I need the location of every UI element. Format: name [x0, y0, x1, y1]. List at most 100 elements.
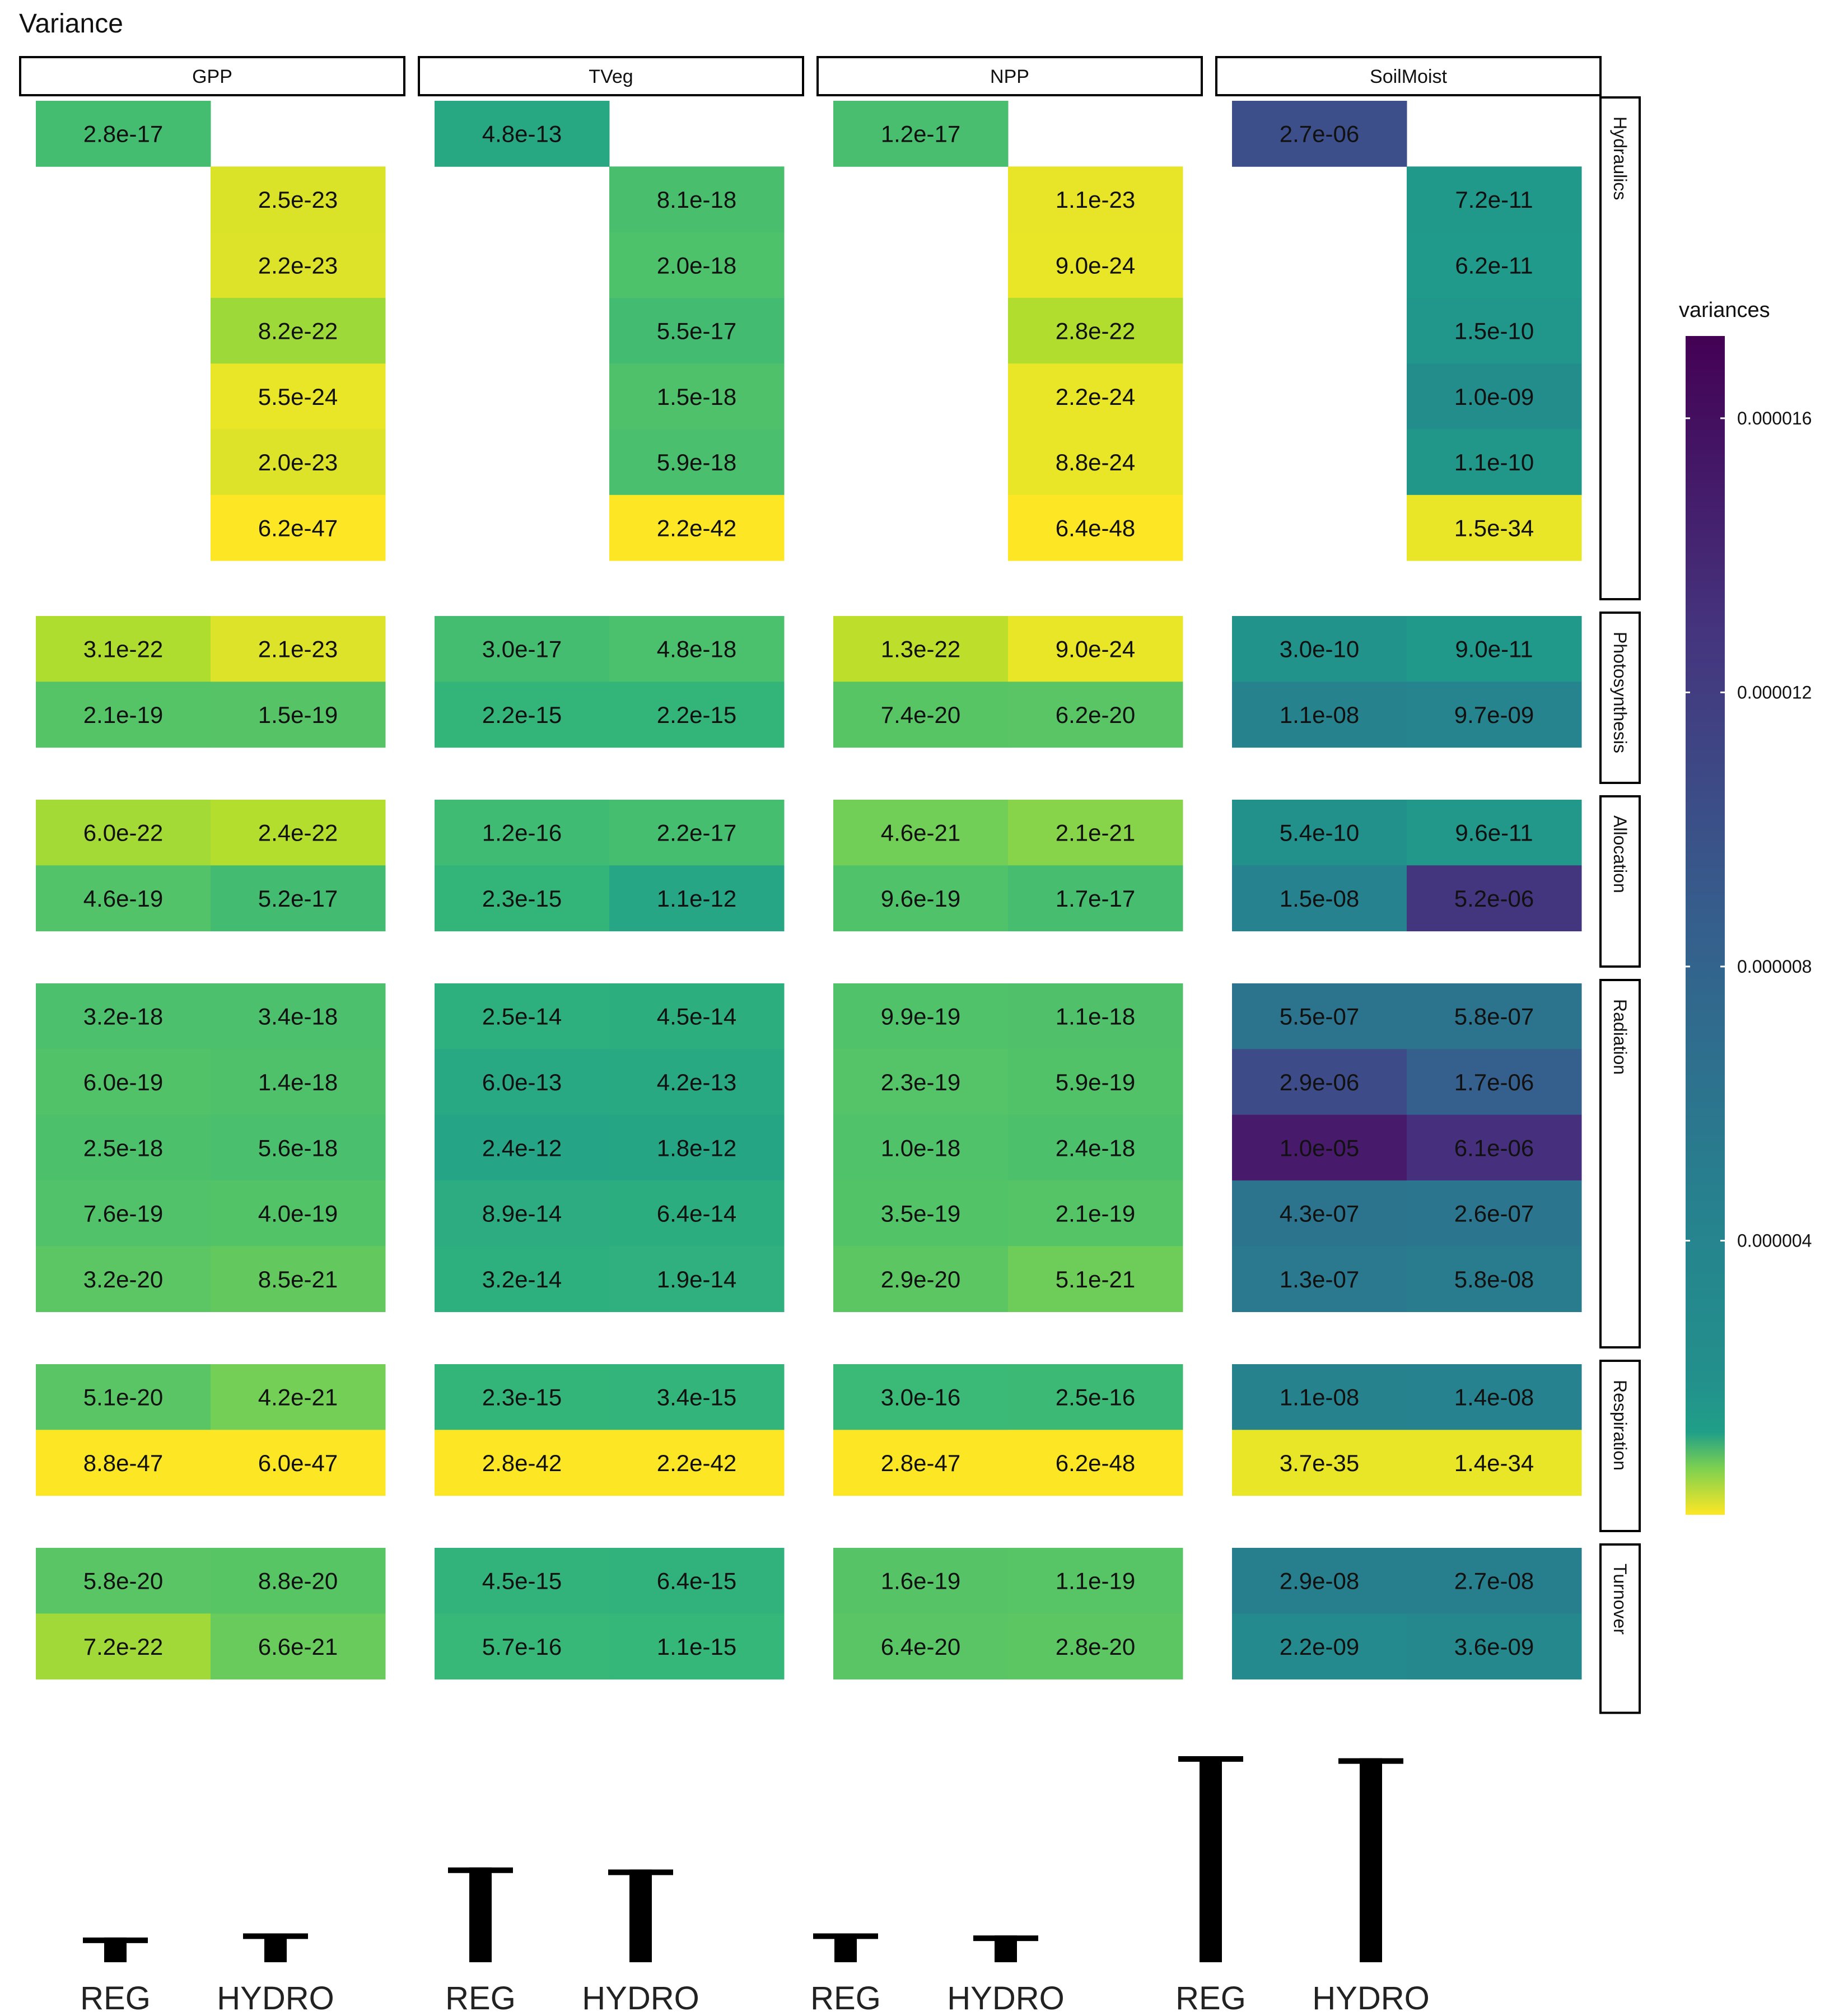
heatmap-cell — [609, 1548, 785, 1614]
heatmap-cell — [36, 1114, 211, 1181]
cell-value-label: 5.1e-20 — [83, 1384, 163, 1411]
cell-value-label: 4.3e-07 — [1280, 1201, 1359, 1227]
legend-tick-label: 0.000008 — [1737, 956, 1812, 977]
heatmap-cell — [609, 494, 785, 561]
bar-gpp-reg: REG — [80, 1937, 151, 2016]
heatmap-cell — [1407, 494, 1582, 561]
cell-value-label: 2.2e-42 — [657, 1450, 736, 1476]
group-strip-respiration — [1599, 1360, 1641, 1532]
heatmap-cell — [609, 983, 785, 1049]
cell-value-label: 3.7e-35 — [1280, 1450, 1359, 1476]
heatmap-cell — [211, 800, 386, 866]
heatmap-cell — [36, 1548, 211, 1614]
heatmap-cell — [36, 800, 211, 866]
cell-value-label: 2.7e-08 — [1454, 1568, 1534, 1594]
heatmap-cell — [36, 1364, 211, 1430]
bar-stem — [629, 1869, 652, 1962]
cell-value-label: 2.5e-14 — [482, 1004, 562, 1030]
cell-value-label: 2.8e-42 — [482, 1450, 562, 1476]
heatmap-cell — [1008, 166, 1183, 233]
bar-stem — [1360, 1758, 1382, 1962]
panel-strip-soilmoist — [1215, 56, 1602, 96]
cell-value-label: 8.8e-47 — [83, 1450, 163, 1476]
heatmap-cell — [1008, 865, 1183, 932]
bar-cap — [1338, 1758, 1403, 1764]
cell-value-label: 9.6e-19 — [881, 885, 960, 912]
heatmap-cell — [1407, 1246, 1582, 1312]
heatmap-cell — [211, 1180, 386, 1247]
cell-value-label: 1.3e-22 — [881, 636, 960, 662]
bar-label: REG — [445, 1980, 516, 2016]
cell-value-label: 6.0e-19 — [83, 1069, 163, 1095]
cell-value-label: 2.1e-21 — [1056, 820, 1135, 846]
heatmap-cell — [833, 1613, 1009, 1680]
cell-value-label: 6.0e-22 — [83, 820, 163, 846]
heatmap-cell — [1407, 232, 1582, 298]
cell-value-label: 4.6e-21 — [881, 820, 960, 846]
heatmap-cell — [211, 1246, 386, 1312]
cell-value-label: 3.0e-17 — [482, 636, 562, 662]
bar-cap — [243, 1933, 308, 1939]
bar-tveg-reg: REG — [445, 1867, 516, 2016]
cell-value-label: 3.0e-16 — [881, 1384, 960, 1411]
heatmap-cell — [211, 297, 386, 364]
cell-value-label: 1.3e-07 — [1280, 1266, 1359, 1292]
bar-stem — [1200, 1756, 1222, 1962]
cell-value-label: 7.6e-19 — [83, 1201, 163, 1227]
heatmap-cell — [1008, 297, 1183, 364]
heatmap-cell — [609, 682, 785, 748]
cell-value-label: 1.1e-15 — [657, 1634, 736, 1660]
cell-value-label: 1.1e-12 — [657, 885, 736, 912]
heatmap-cell — [36, 101, 211, 167]
heatmap-cell — [1232, 616, 1407, 682]
heatmap-cell — [36, 983, 211, 1049]
heatmap-cell — [1407, 800, 1582, 866]
group-strip-photosynthesis — [1599, 612, 1641, 784]
heatmap-cell — [1008, 1114, 1183, 1181]
bar-cap — [1178, 1756, 1243, 1762]
cell-value-label: 7.2e-11 — [1455, 186, 1533, 213]
heatmap-cell — [1232, 1548, 1407, 1614]
cell-value-label: 2.3e-15 — [482, 1384, 562, 1411]
heatmap-cell — [1407, 1114, 1582, 1181]
heatmap-cell — [211, 616, 386, 682]
heatmap-cell — [1008, 494, 1183, 561]
cell-value-label: 1.0e-09 — [1454, 384, 1534, 410]
heatmap-cell — [1407, 1049, 1582, 1116]
heatmap-cell — [435, 1548, 610, 1614]
heatmap-cell — [1232, 1613, 1407, 1680]
heatmap-cell — [211, 1364, 386, 1430]
heatmap-cell — [1008, 1613, 1183, 1680]
cell-value-label: 5.2e-06 — [1454, 885, 1534, 912]
cell-value-label: 5.5e-07 — [1280, 1004, 1359, 1030]
color-legend: variances 0.000004 0.000008 0.000012 0.0000… — [1679, 298, 1812, 1515]
bar-label: HYDRO — [947, 1980, 1064, 2016]
heatmap-cell — [211, 232, 386, 298]
cell-value-label: 9.7e-09 — [1454, 702, 1534, 728]
heatmap-cell — [609, 1364, 785, 1430]
heatmap-cell — [211, 1613, 386, 1680]
cell-value-label: 4.5e-15 — [482, 1568, 562, 1594]
heatmap-cell — [1407, 616, 1582, 682]
legend-tick-label: 0.000004 — [1737, 1230, 1812, 1250]
cell-value-label: 2.4e-12 — [482, 1135, 562, 1161]
panel-label: TVeg — [589, 66, 633, 87]
bar-label: REG — [80, 1980, 151, 2016]
heatmap-cell — [1008, 1430, 1183, 1496]
heatmap-cell — [36, 1246, 211, 1312]
heatmap-cell — [211, 682, 386, 748]
cell-value-label: 6.2e-11 — [1455, 252, 1533, 278]
cell-value-label: 2.3e-19 — [881, 1069, 960, 1095]
cell-value-label: 2.3e-15 — [482, 885, 562, 912]
bottom-bar-chart: REG HYDRO REG HYDRO REG HYDRO REG HYDRO — [80, 1756, 1430, 2016]
cell-value-label: 8.8e-20 — [258, 1568, 338, 1594]
heatmap-cell — [833, 1049, 1009, 1116]
cell-value-label: 2.7e-06 — [1280, 121, 1359, 147]
heatmap-cell — [211, 363, 386, 430]
cell-value-label: 2.9e-20 — [881, 1266, 960, 1292]
cell-value-label: 2.2e-24 — [1056, 384, 1135, 410]
cell-value-label: 1.2e-16 — [482, 820, 562, 846]
cell-value-label: 6.4e-48 — [1056, 515, 1135, 541]
cell-value-label: 1.1e-08 — [1280, 702, 1359, 728]
heatmap-cell — [1008, 1246, 1183, 1312]
